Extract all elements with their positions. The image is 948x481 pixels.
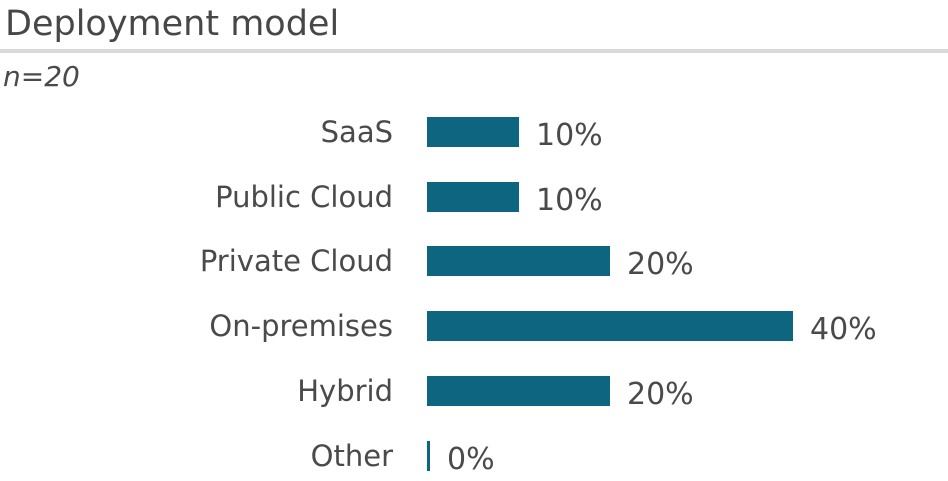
category-label: On-premises — [209, 308, 393, 343]
bar — [427, 310, 793, 341]
bar — [427, 375, 610, 406]
chart-row: On-premises 40% — [0, 293, 948, 358]
title-divider — [0, 49, 948, 53]
sample-size-label: n=20 — [3, 60, 80, 93]
category-label: Hybrid — [297, 373, 393, 408]
chart-title: Deployment model — [5, 4, 340, 44]
bar-chart: SaaS 10% Public Cloud 10% Private Cloud … — [0, 99, 948, 481]
bar — [427, 116, 519, 147]
value-label: 0% — [447, 442, 495, 477]
value-label: 10% — [536, 118, 603, 153]
value-label: 10% — [536, 183, 603, 218]
chart-row: Public Cloud 10% — [0, 164, 948, 229]
chart-row: SaaS 10% — [0, 99, 948, 164]
value-label: 20% — [627, 247, 694, 282]
chart-row: Other 0% — [0, 423, 948, 481]
value-label: 20% — [627, 377, 694, 412]
category-label: Other — [310, 438, 393, 473]
bar — [427, 245, 610, 276]
bar — [427, 440, 430, 471]
category-label: Public Cloud — [215, 179, 393, 214]
category-label: Private Cloud — [199, 243, 393, 278]
category-label: SaaS — [320, 114, 393, 149]
chart-row: Hybrid 20% — [0, 358, 948, 423]
bar — [427, 181, 519, 212]
value-label: 40% — [810, 312, 877, 347]
chart-row: Private Cloud 20% — [0, 228, 948, 293]
